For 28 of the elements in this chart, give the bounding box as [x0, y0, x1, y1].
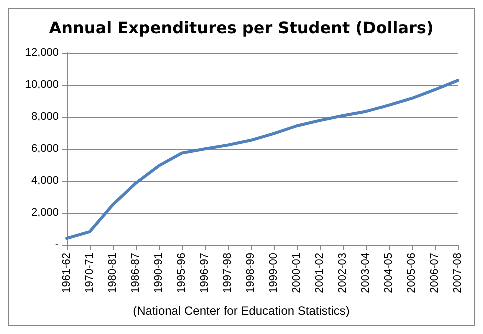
- x-tick-label: 1970-71: [84, 253, 96, 294]
- x-tick-label: 1986-87: [130, 253, 142, 294]
- x-tick-label: 2000-01: [291, 253, 303, 294]
- y-tick-label: 10,000: [25, 79, 59, 91]
- x-tick-label: 1999-00: [268, 253, 280, 294]
- x-tick-label: 2002-03: [337, 253, 349, 294]
- x-tick-label: 2001-02: [314, 253, 326, 294]
- x-tick-label: 1996-97: [199, 253, 211, 294]
- y-tick-label: 4,000: [31, 175, 59, 187]
- x-tick-label: 1961-62: [61, 253, 73, 294]
- x-tick-label: 1995-96: [176, 253, 188, 294]
- x-tick-label: 2005-06: [406, 253, 418, 294]
- x-tick-label: 2003-04: [360, 253, 372, 294]
- y-tick-label: 8,000: [31, 111, 59, 123]
- x-tick-label: 1998-99: [245, 253, 257, 294]
- x-tick-label: 2006-07: [429, 253, 441, 294]
- x-tick-label: 1990-91: [153, 253, 165, 294]
- y-tick-label: 6,000: [31, 143, 59, 155]
- y-tick-label: 12,000: [25, 47, 59, 59]
- text: (National Center for Education Statistics): [133, 304, 350, 318]
- x-tick-label: 1997-98: [222, 253, 234, 294]
- chart-title: Annual Expenditures per Student (Dollars): [49, 18, 434, 38]
- x-tick-label: 2007-08: [452, 253, 464, 294]
- y-tick-label: 2,000: [31, 207, 59, 219]
- y-tick-label: -: [55, 239, 60, 251]
- x-tick-label: 2004-05: [383, 253, 395, 294]
- x-tick-label: 1980-81: [107, 253, 119, 294]
- line-series: [66, 79, 460, 240]
